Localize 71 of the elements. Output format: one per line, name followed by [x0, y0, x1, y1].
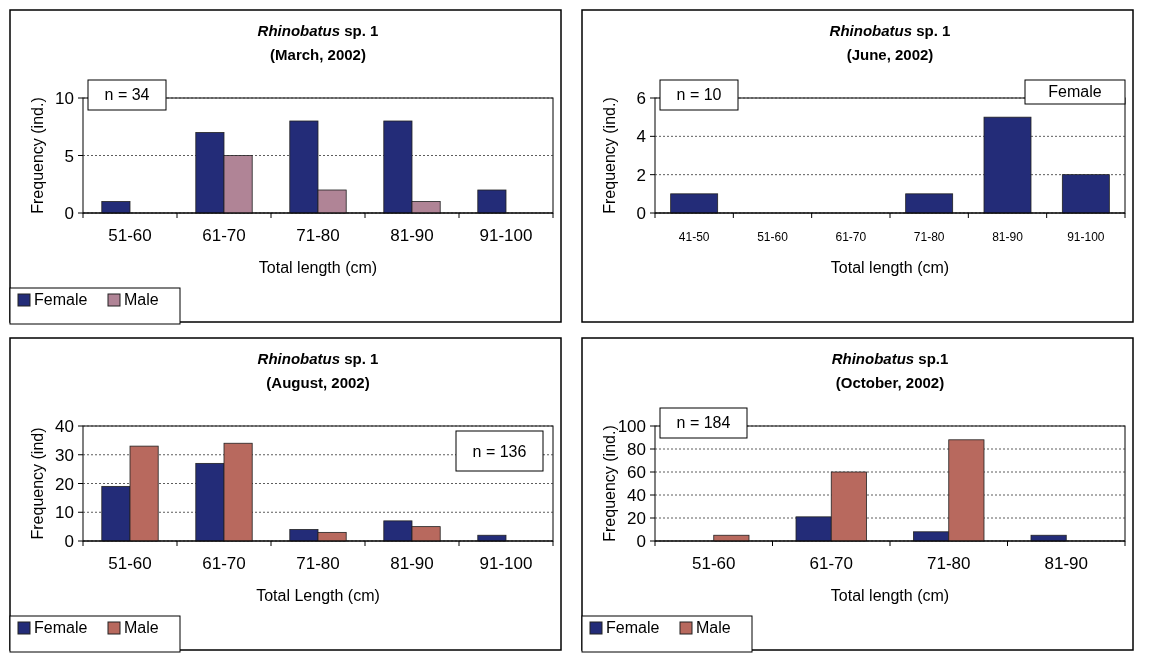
y-tick-label: 60 [627, 463, 646, 482]
bar [1061, 174, 1110, 214]
legend-label: Female [34, 619, 88, 636]
x-tick-label: 51-60 [757, 230, 789, 244]
bar [477, 189, 507, 214]
chart-title: Rhinobatus sp. 1 [829, 22, 951, 39]
legend-label: Male [124, 619, 159, 636]
annotation: n = 184 [676, 414, 731, 431]
y-tick-label: 0 [636, 532, 646, 551]
x-tick-label: 61-70 [202, 554, 246, 573]
x-tick-label: 81-90 [992, 230, 1024, 244]
x-tick-label: 91-100 [479, 554, 533, 573]
chart-title: Rhinobatus sp. 1 [257, 350, 379, 367]
x-tick-label: 51-60 [692, 554, 736, 573]
y-tick-label: 0 [636, 204, 646, 223]
bar [905, 193, 954, 214]
y-tick-label: 30 [55, 445, 74, 465]
x-axis-title: Total length (cm) [830, 587, 950, 604]
legend-label: Male [124, 291, 159, 308]
x-tick-label: 41-50 [678, 230, 710, 244]
x-axis-title: Total Length (cm) [256, 587, 380, 604]
x-tick-label: 81-90 [390, 226, 434, 245]
x-tick-label: 81-90 [1044, 554, 1088, 573]
y-tick-label: 2 [636, 165, 646, 185]
y-tick-label: 10 [55, 89, 74, 108]
annotation: n = 10 [676, 86, 722, 103]
chart-subtitle: (March, 2002) [270, 46, 366, 63]
x-tick-label: 71-80 [296, 554, 340, 573]
annotation: n = 34 [104, 86, 150, 103]
x-tick-label: 71-80 [296, 226, 340, 245]
x-axis-title: Total length (cm) [258, 259, 378, 276]
x-tick-label: 81-90 [390, 554, 434, 573]
series-label: Female [1048, 83, 1102, 100]
x-tick-label: 51-60 [108, 554, 152, 573]
x-tick-label: 61-70 [835, 230, 867, 244]
x-tick-label: 71-80 [913, 230, 945, 244]
y-tick-label: 40 [55, 417, 74, 436]
chart-title: Rhinobatus sp.1 [831, 350, 949, 367]
x-tick-label: 91-100 [479, 226, 533, 245]
x-tick-label: 71-80 [927, 554, 971, 573]
annotation: n = 136 [472, 443, 527, 460]
y-axis-title: Frequency (ind.) [601, 425, 618, 542]
y-tick-label: 20 [627, 509, 646, 528]
x-tick-label: 61-70 [809, 554, 853, 573]
y-tick-label: 4 [636, 127, 646, 147]
bar [983, 116, 1032, 214]
y-axis-title: Frequency (ind.) [29, 97, 46, 214]
y-tick-label: 0 [64, 532, 74, 551]
y-tick-label: 0 [64, 204, 74, 223]
chart-title: Rhinobatus sp. 1 [257, 22, 379, 39]
y-tick-label: 100 [617, 417, 646, 436]
chart-subtitle: (August, 2002) [266, 374, 370, 391]
y-tick-label: 6 [636, 89, 646, 108]
y-tick-label: 20 [55, 474, 74, 494]
x-tick-label: 51-60 [108, 226, 152, 245]
y-axis-title: Frequency (ind.) [601, 97, 618, 214]
y-tick-label: 10 [55, 503, 74, 523]
y-tick-label: 80 [627, 440, 646, 459]
legend-label: Female [606, 619, 660, 636]
chart-subtitle: (October, 2002) [835, 374, 945, 391]
bar [670, 193, 719, 214]
y-axis-title: Frequency (ind) [29, 427, 46, 540]
y-tick-label: 5 [64, 146, 74, 166]
legend-label: Male [696, 619, 731, 636]
chart-subtitle: (June, 2002) [846, 46, 934, 63]
y-tick-label: 40 [627, 486, 646, 505]
x-axis-title: Total length (cm) [830, 259, 950, 276]
bar [101, 201, 131, 214]
x-tick-label: 61-70 [202, 226, 246, 245]
x-tick-label: 91-100 [1067, 230, 1105, 244]
legend-label: Female [34, 291, 88, 308]
